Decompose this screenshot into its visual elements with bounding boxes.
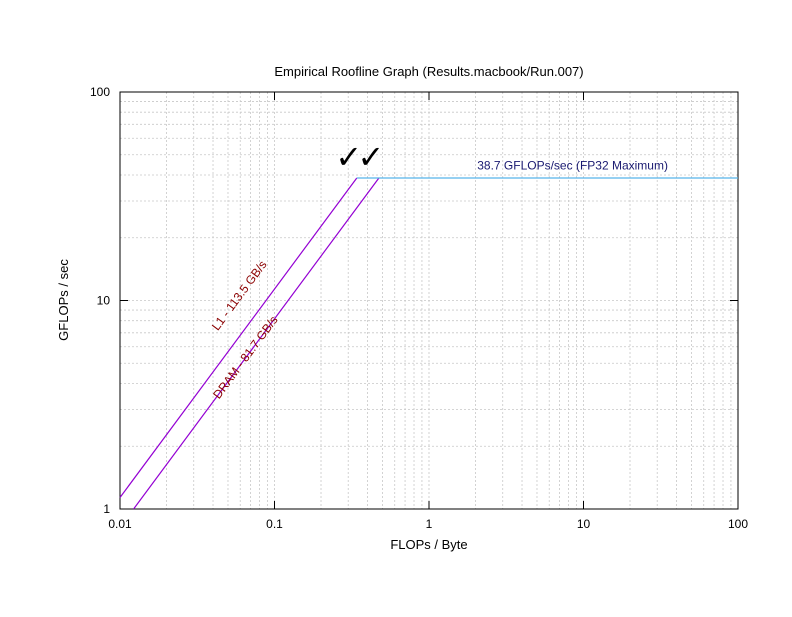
y-tick-label: 100 [90, 85, 110, 99]
x-tick-label: 100 [728, 517, 748, 531]
ticks-layer: 0.01 0.1 1 10 100 1 10 100 [90, 85, 748, 531]
grid-layer [120, 92, 738, 509]
series-label-2: 38.7 GFLOPs/sec (FP32 Maximum) [477, 158, 668, 172]
chart-title: Empirical Roofline Graph (Results.macboo… [274, 64, 583, 79]
x-axis-label: FLOPs / Byte [390, 537, 467, 552]
x-tick-label: 10 [577, 517, 591, 531]
series-line-0 [119, 177, 358, 498]
x-tick-label: 1 [426, 517, 433, 531]
checkmark-annotation: ✓ [335, 139, 362, 175]
series-label-0: L1 - 113.5 GB/s [209, 258, 270, 333]
x-tick-label: 0.1 [266, 517, 283, 531]
y-axis-label: GFLOPs / sec [56, 259, 71, 341]
x-tick-label: 0.01 [108, 517, 132, 531]
checkmark-annotation: ✓ [358, 139, 385, 175]
y-tick-label: 1 [103, 502, 110, 516]
series-line-1 [133, 177, 380, 510]
series-layer [119, 177, 738, 510]
y-tick-label: 10 [97, 294, 111, 308]
